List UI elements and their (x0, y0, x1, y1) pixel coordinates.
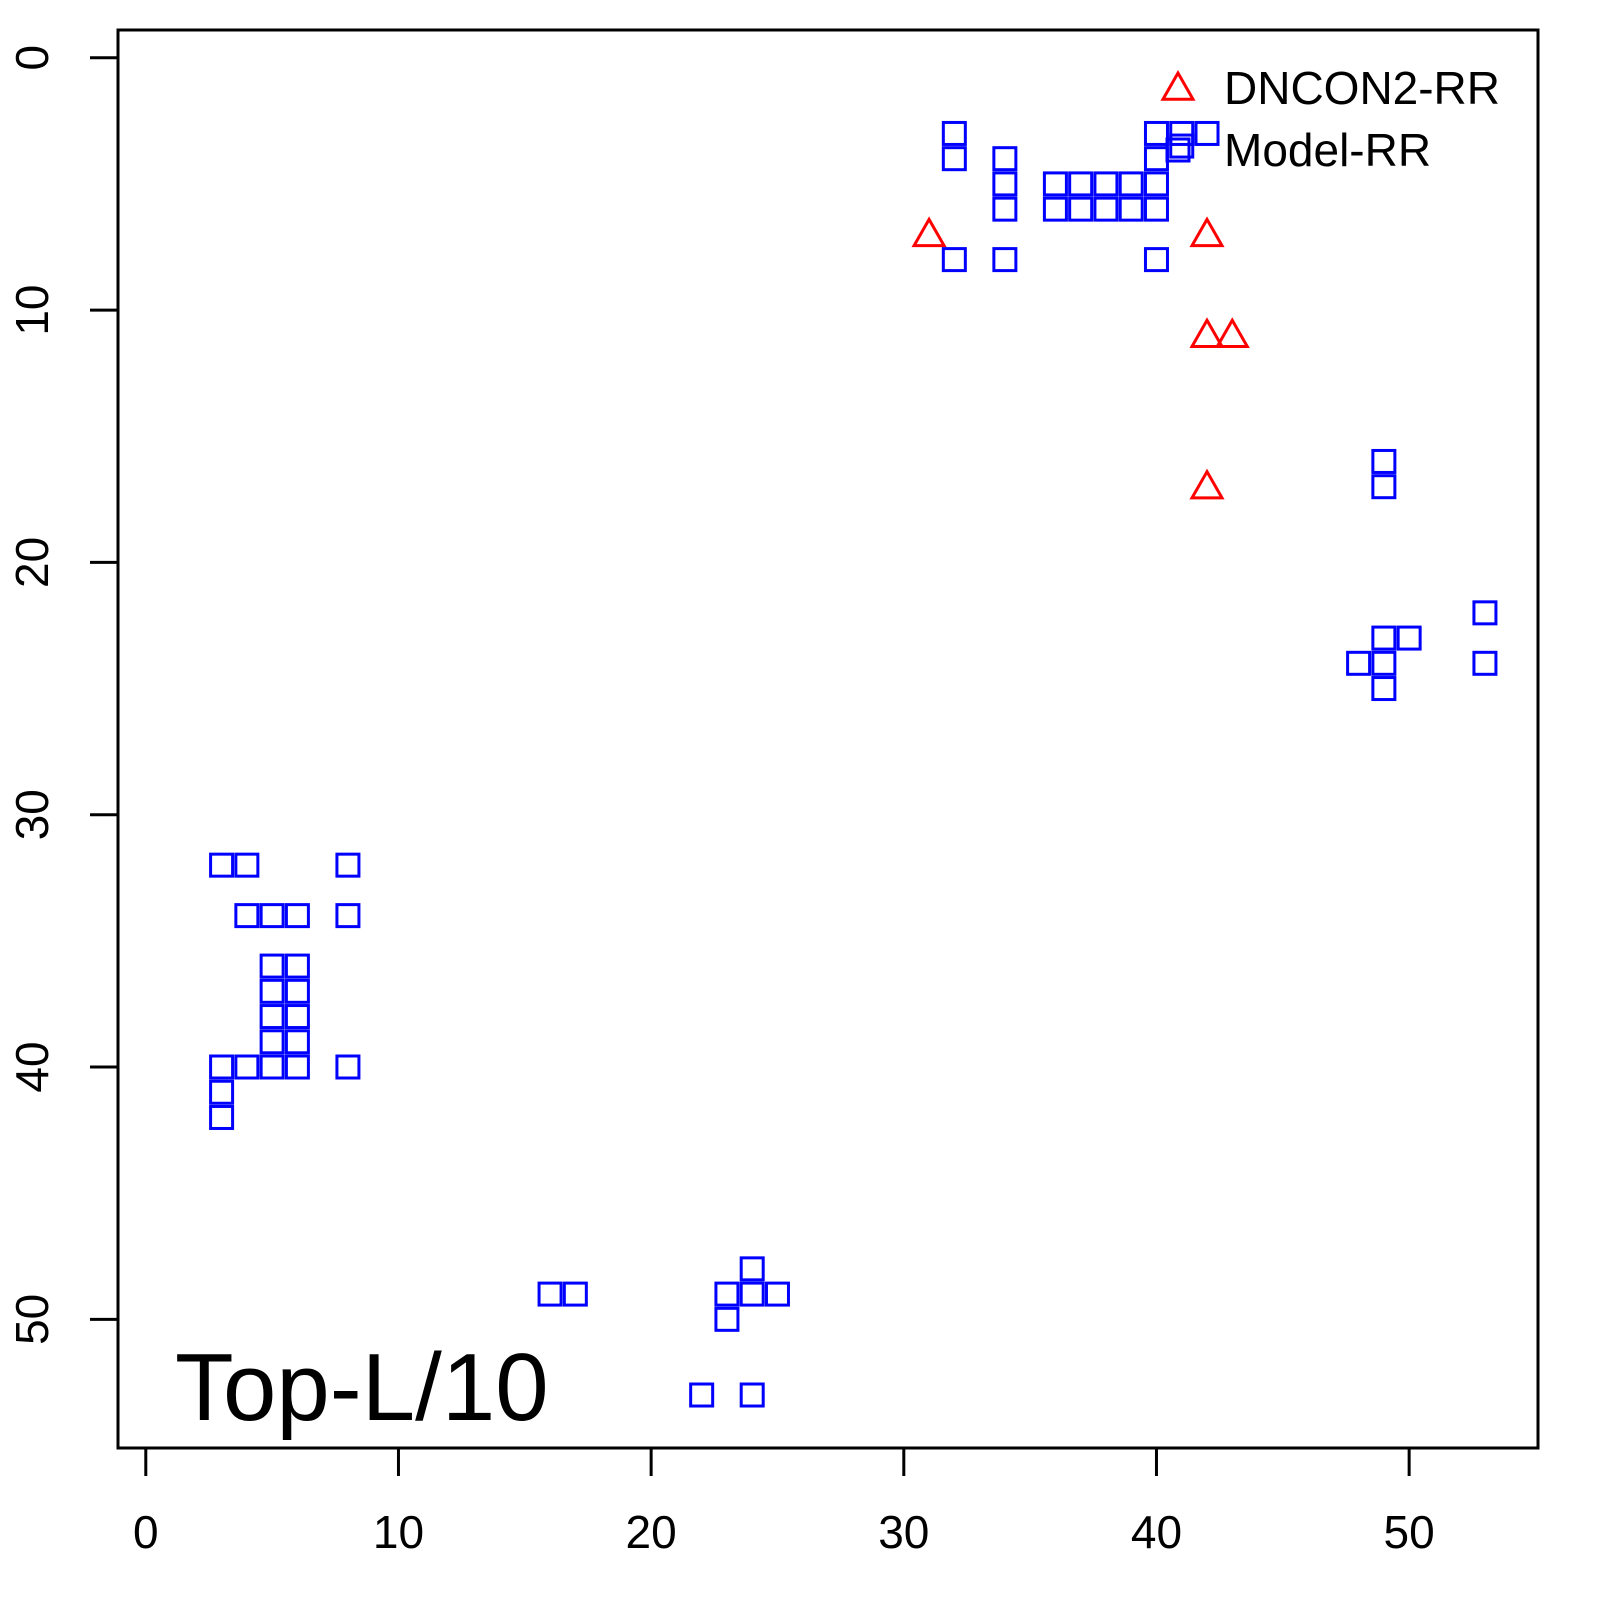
point (1169, 133, 1195, 159)
point (911, 216, 947, 248)
point (1189, 216, 1225, 248)
x-tick-label: 10 (373, 1506, 424, 1558)
point (992, 196, 1018, 222)
y-tick-label: 50 (6, 1294, 58, 1345)
point (259, 903, 285, 929)
point (234, 903, 260, 929)
point (1169, 120, 1195, 146)
point (739, 1256, 765, 1282)
point (537, 1281, 563, 1307)
point (1143, 247, 1169, 273)
point (284, 978, 310, 1004)
legend-label: DNCON2-RR (1224, 62, 1500, 114)
point (1068, 171, 1094, 197)
point (992, 146, 1018, 172)
point (992, 247, 1018, 273)
point (1093, 171, 1119, 197)
point (1472, 650, 1498, 676)
x-tick-label: 40 (1131, 1506, 1182, 1558)
point (1189, 468, 1225, 500)
point (259, 1054, 285, 1080)
point (941, 120, 967, 146)
point (1371, 676, 1397, 702)
y-tick-label: 20 (6, 537, 58, 588)
point (335, 1054, 361, 1080)
point (284, 1029, 310, 1055)
point (1118, 196, 1144, 222)
x-tick-label: 0 (133, 1506, 159, 1558)
point (1143, 196, 1169, 222)
point (764, 1281, 790, 1307)
point (1189, 317, 1225, 349)
point (941, 146, 967, 172)
point (259, 978, 285, 1004)
point (1346, 650, 1372, 676)
point (739, 1281, 765, 1307)
point (1194, 120, 1220, 146)
point (209, 852, 235, 878)
point (234, 1054, 260, 1080)
point (739, 1382, 765, 1408)
point (335, 903, 361, 929)
point (284, 1054, 310, 1080)
legend-marker (1165, 137, 1191, 163)
plot-frame (116, 28, 1540, 1450)
point (259, 953, 285, 979)
point (1068, 196, 1094, 222)
point (259, 1029, 285, 1055)
point (284, 953, 310, 979)
point (335, 852, 361, 878)
point (1042, 171, 1068, 197)
point (941, 247, 967, 273)
point (992, 171, 1018, 197)
point (714, 1306, 740, 1332)
point (1143, 146, 1169, 172)
y-tick-label: 30 (6, 789, 58, 840)
point (284, 903, 310, 929)
point (714, 1281, 740, 1307)
x-tick-label: 20 (626, 1506, 677, 1558)
x-tick-label: 30 (878, 1506, 929, 1558)
point (209, 1054, 235, 1080)
point (1143, 171, 1169, 197)
point (1093, 196, 1119, 222)
point (234, 852, 260, 878)
legend-label: Model-RR (1224, 124, 1431, 176)
x-tick-label: 50 (1384, 1506, 1435, 1558)
point (1371, 448, 1397, 474)
point (1371, 625, 1397, 651)
point (1396, 625, 1422, 651)
point (1371, 650, 1397, 676)
annotation: Top-L/10 (175, 1334, 549, 1441)
point (1118, 171, 1144, 197)
point (284, 1004, 310, 1030)
legend-marker (1160, 69, 1196, 101)
point (259, 1004, 285, 1030)
point (1214, 317, 1250, 349)
y-tick-label: 40 (6, 1041, 58, 1092)
point (209, 1079, 235, 1105)
point (1143, 120, 1169, 146)
y-tick-label: 10 (6, 284, 58, 335)
point (689, 1382, 715, 1408)
point (1371, 474, 1397, 500)
point (562, 1281, 588, 1307)
point (1472, 600, 1498, 626)
point (1042, 196, 1068, 222)
y-tick-label: 0 (6, 45, 58, 71)
point (209, 1104, 235, 1130)
